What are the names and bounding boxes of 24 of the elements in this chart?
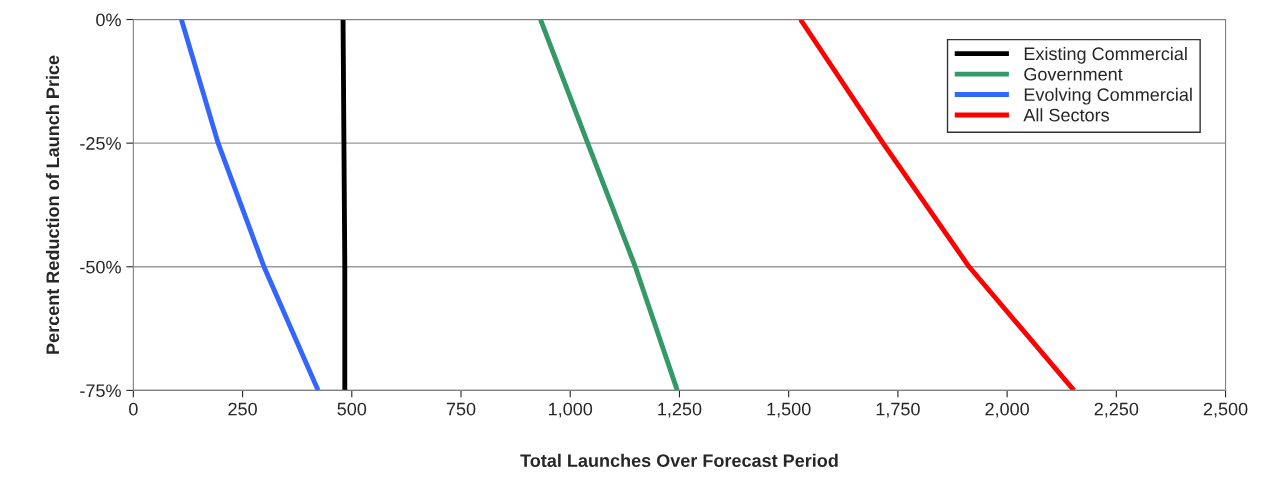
legend-label: Evolving Commercial xyxy=(1024,87,1192,105)
y-tick-label: 0% xyxy=(96,13,121,27)
x-tick-label: 2,250 xyxy=(1094,402,1139,418)
x-tick-label: 1,250 xyxy=(658,402,702,418)
legend-label: Government xyxy=(1024,67,1123,81)
x-tick-label: 500 xyxy=(337,402,367,416)
x-tick-label: 2,000 xyxy=(985,402,1029,418)
x-tick-label: 0 xyxy=(129,402,138,416)
x-tick-label: 250 xyxy=(228,402,257,416)
line-series xyxy=(178,19,321,391)
y-tick-label: -50% xyxy=(80,260,121,274)
line-series xyxy=(340,19,348,391)
y-axis-title: Percent Reduction of Launch Price xyxy=(45,55,60,354)
x-axis-title: Total Launches Over Forecast Period xyxy=(520,453,838,468)
legend-label: Existing Commercial xyxy=(1024,46,1187,64)
x-tick-label: 750 xyxy=(446,402,476,416)
x-tick-label: 1,000 xyxy=(549,402,593,418)
x-tick-label: 1,500 xyxy=(767,402,811,418)
y-tick-label: -75% xyxy=(80,384,121,398)
y-tick-label: -25% xyxy=(80,137,121,150)
x-tick-label: 1,750 xyxy=(876,402,920,418)
line-series xyxy=(538,19,680,391)
x-tick-label: 2,500 xyxy=(1203,402,1248,418)
legend-label: All Sectors xyxy=(1023,108,1109,122)
